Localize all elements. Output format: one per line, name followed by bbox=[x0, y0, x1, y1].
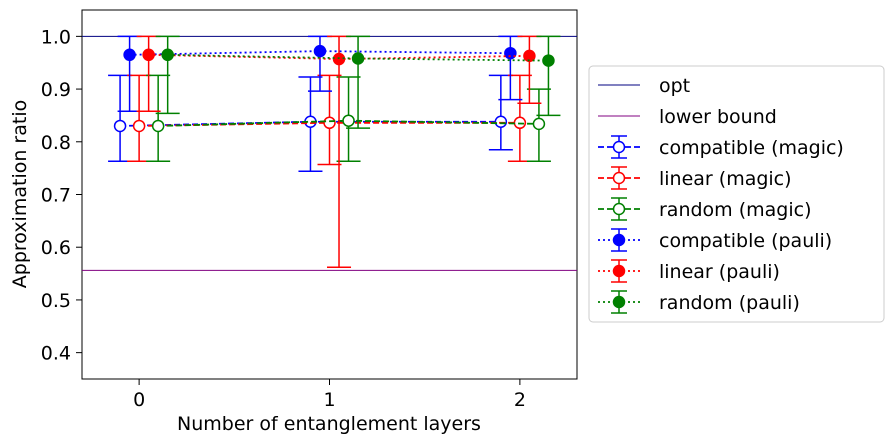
series-layer bbox=[108, 35, 561, 268]
y-tick-label: 0.6 bbox=[41, 237, 71, 259]
data-point bbox=[123, 48, 136, 62]
series-random-magic bbox=[146, 74, 551, 163]
y-tick-label: 0.9 bbox=[41, 79, 71, 101]
legend-marker bbox=[612, 202, 626, 216]
legend-label: opt bbox=[659, 75, 690, 97]
legend-marker bbox=[612, 171, 626, 185]
y-tick-label: 0.7 bbox=[41, 185, 71, 207]
legend-item: linear (magic) bbox=[598, 166, 792, 190]
legend-label: compatible (pauli) bbox=[659, 230, 832, 252]
data-point bbox=[523, 49, 536, 63]
data-point bbox=[113, 119, 127, 133]
legend: opt lower bound compatible (magic) linear (… bbox=[588, 65, 885, 323]
data-point bbox=[342, 114, 355, 127]
data-point bbox=[323, 116, 336, 130]
legend-label: random (pauli) bbox=[659, 292, 800, 314]
data-point bbox=[542, 54, 555, 67]
series-compatible-magic bbox=[108, 74, 513, 173]
legend-label: compatible (magic) bbox=[659, 137, 844, 159]
legend-items: opt lower bound compatible (magic) linear (… bbox=[598, 75, 844, 314]
y-tick-label: 0.4 bbox=[41, 343, 71, 365]
data-point bbox=[504, 46, 517, 60]
legend-marker bbox=[612, 295, 626, 309]
legend-item: compatible (magic) bbox=[598, 135, 844, 159]
legend-label: linear (pauli) bbox=[659, 261, 780, 283]
y-axis-title: Approximation ratio bbox=[9, 100, 31, 288]
legend-item: linear (pauli) bbox=[598, 259, 780, 283]
data-point bbox=[132, 119, 146, 133]
x-axis-title: Number of entanglement layers bbox=[177, 413, 481, 435]
data-point bbox=[532, 117, 546, 131]
legend-item: opt bbox=[598, 75, 690, 97]
legend-label: lower bound bbox=[659, 106, 777, 128]
y-tick-label: 0.5 bbox=[41, 290, 71, 312]
x-tick-label: 2 bbox=[514, 389, 526, 411]
legend-marker bbox=[612, 264, 626, 278]
x-tick-label: 1 bbox=[323, 389, 335, 411]
y-tick-label: 0.8 bbox=[41, 132, 71, 154]
plot-area bbox=[81, 9, 578, 380]
data-point bbox=[142, 48, 155, 62]
legend-box bbox=[588, 65, 885, 323]
legend-label: random (magic) bbox=[659, 199, 812, 221]
data-point bbox=[161, 48, 174, 62]
series-random-pauli bbox=[155, 35, 561, 129]
legend-marker bbox=[612, 140, 626, 154]
data-point bbox=[351, 52, 365, 65]
legend-label: linear (magic) bbox=[659, 168, 792, 190]
x-tick-label: 0 bbox=[133, 389, 145, 411]
legend-item: lower bound bbox=[598, 106, 777, 128]
y-axis: 0.4 0.5 0.6 0.7 0.8 0.9 1.0 bbox=[41, 26, 82, 365]
data-point bbox=[313, 44, 327, 58]
legend-marker bbox=[612, 233, 626, 247]
y-tick-label: 1.0 bbox=[41, 26, 71, 48]
legend-item: compatible (pauli) bbox=[598, 228, 832, 252]
legend-item: random (pauli) bbox=[598, 290, 800, 314]
data-point bbox=[151, 119, 165, 133]
legend-item: random (magic) bbox=[598, 197, 812, 221]
data-point bbox=[494, 115, 508, 129]
x-axis: 0 1 2 bbox=[133, 379, 526, 411]
